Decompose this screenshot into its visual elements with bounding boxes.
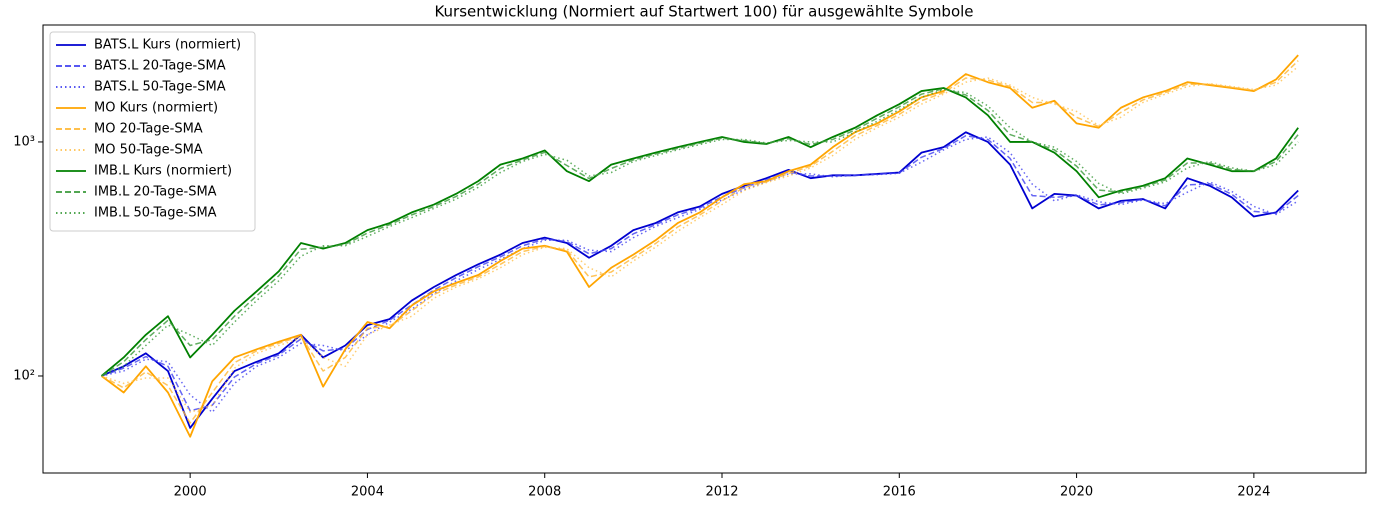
- x-tick-label: 2024: [1237, 485, 1270, 500]
- legend-label: IMB.L 50-Tage-SMA: [94, 206, 217, 221]
- y-tick-label: 10²: [13, 368, 35, 383]
- series-line: [101, 65, 1299, 413]
- series-line: [101, 136, 1299, 413]
- legend-box: [49, 31, 256, 232]
- legend-label: IMB.L 20-Tage-SMA: [94, 185, 217, 200]
- series-line: [101, 60, 1299, 424]
- x-tick-label: 2000: [174, 485, 207, 500]
- legend-label: BATS.L Kurs (normiert): [94, 38, 241, 53]
- x-tick-label: 2016: [883, 485, 916, 500]
- legend-label: MO 20-Tage-SMA: [94, 122, 203, 137]
- legend-label: BATS.L 20-Tage-SMA: [94, 59, 226, 74]
- x-tick-label: 2020: [1060, 485, 1093, 500]
- legend-label: MO Kurs (normiert): [94, 101, 218, 116]
- x-tick-label: 2004: [351, 485, 384, 500]
- series-line: [101, 88, 1299, 377]
- y-tick-label: 10³: [13, 134, 35, 149]
- legend-label: IMB.L Kurs (normiert): [94, 164, 232, 179]
- x-tick-label: 2008: [528, 485, 561, 500]
- series-line: [101, 87, 1299, 377]
- x-tick-label: 2012: [705, 485, 738, 500]
- legend-label: BATS.L 50-Tage-SMA: [94, 80, 226, 95]
- series-line: [101, 134, 1299, 412]
- series-line: [100, 54, 1299, 438]
- plot-frame: [42, 24, 1367, 474]
- series-line: [100, 87, 1299, 377]
- chart-title: Kursentwicklung (Normiert auf Startwert …: [434, 3, 973, 21]
- legend-label: MO 50-Tage-SMA: [94, 143, 203, 158]
